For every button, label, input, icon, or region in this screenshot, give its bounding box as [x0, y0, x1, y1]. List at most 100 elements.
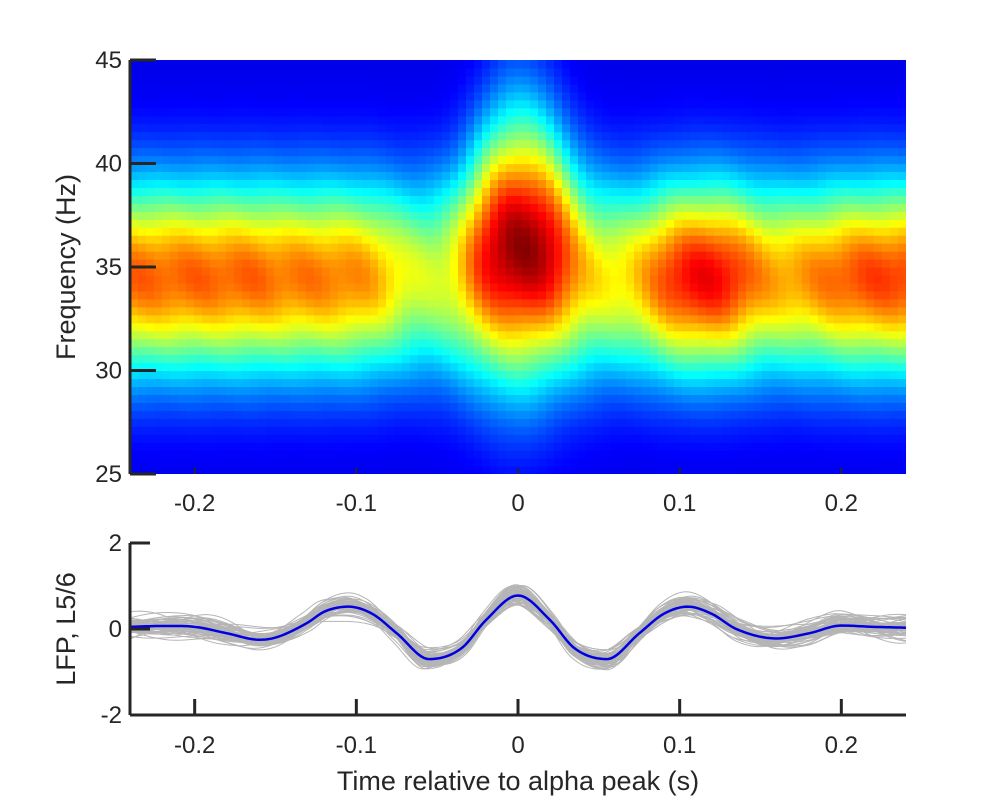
- heatmap-cell: [314, 386, 323, 395]
- heatmap-cell: [554, 330, 563, 340]
- heatmap-cell: [578, 163, 587, 173]
- heatmap-cell: [602, 203, 611, 212]
- heatmap-cell: [858, 67, 867, 77]
- heatmap-cell: [682, 386, 691, 395]
- heatmap-cell: [874, 362, 883, 372]
- heatmap-cell: [858, 187, 867, 196]
- heatmap-cell: [594, 346, 603, 356]
- heatmap-cell: [642, 147, 651, 157]
- heatmap-cell: [226, 434, 235, 443]
- heatmap-cell: [746, 274, 755, 284]
- heatmap-cell: [626, 123, 635, 133]
- heatmap-cell: [194, 171, 203, 181]
- heatmap-cell: [306, 418, 315, 427]
- heatmap-cell: [410, 99, 419, 109]
- heatmap-cell: [426, 362, 435, 372]
- heatmap-cell: [610, 91, 619, 101]
- heatmap-cell: [426, 378, 435, 388]
- heatmap-cell: [746, 330, 755, 340]
- heatmap-cell: [778, 338, 787, 348]
- heatmap-cell: [578, 155, 587, 165]
- heatmap-cell: [186, 99, 195, 109]
- heatmap-cell: [186, 211, 195, 220]
- heatmap-cell: [266, 67, 275, 77]
- heatmap-cell: [586, 434, 595, 443]
- heatmap-cell: [338, 330, 347, 340]
- heatmap-cell: [370, 99, 379, 109]
- heatmap-cell: [690, 60, 699, 69]
- heatmap-cell: [370, 155, 379, 165]
- heatmap-cell: [394, 123, 403, 133]
- heatmap-cell: [770, 370, 779, 380]
- heatmap-cell: [578, 203, 587, 212]
- heatmap-cell: [522, 219, 531, 228]
- heatmap-cell: [450, 450, 459, 459]
- heatmap-cell: [746, 298, 755, 308]
- heatmap-cell: [834, 91, 843, 101]
- heatmap-cell: [706, 131, 715, 141]
- heatmap-cell: [610, 115, 619, 125]
- heatmap-cell: [146, 243, 155, 252]
- heatmap-cell: [706, 322, 715, 332]
- heatmap-cell: [194, 338, 203, 348]
- heatmap-cell: [818, 163, 827, 173]
- heatmap-cell: [882, 91, 891, 101]
- heatmap-cell: [442, 99, 451, 109]
- heatmap-cell: [738, 179, 747, 188]
- heatmap-cell: [834, 227, 843, 236]
- heatmap-cell: [394, 83, 403, 93]
- heatmap-cell: [210, 346, 219, 356]
- heatmap-cell: [674, 378, 683, 388]
- heatmap-cell: [266, 259, 275, 268]
- heatmap-cell: [762, 139, 771, 149]
- heatmap-cell: [290, 203, 299, 212]
- heatmap-cell: [762, 418, 771, 427]
- heatmap-cell: [322, 330, 331, 340]
- heatmap-cell: [538, 362, 547, 372]
- heatmap-cell: [466, 418, 475, 427]
- heatmap-cell: [802, 155, 811, 165]
- heatmap-cell: [738, 290, 747, 300]
- heatmap-cell: [738, 442, 747, 451]
- heatmap-cell: [730, 227, 739, 236]
- heatmap-cell: [538, 338, 547, 348]
- heatmap-cell: [890, 99, 899, 109]
- heatmap-cell: [450, 147, 459, 157]
- heatmap-cell: [426, 155, 435, 165]
- heatmap-cell: [850, 442, 859, 451]
- heatmap-cell: [826, 83, 835, 93]
- heatmap-cell: [418, 163, 427, 173]
- heatmap-cell: [522, 314, 531, 324]
- heatmap-cell: [570, 402, 579, 411]
- heatmap-cell: [722, 75, 731, 85]
- heatmap-cell: [714, 243, 723, 252]
- heatmap-cell: [778, 131, 787, 141]
- heatmap-cell: [746, 314, 755, 324]
- heatmap-cell: [282, 155, 291, 165]
- heatmap-cell: [874, 91, 883, 101]
- heatmap-cell: [218, 410, 227, 419]
- heatmap-cell: [882, 338, 891, 348]
- heatmap-cell: [618, 91, 627, 101]
- heatmap-cell: [242, 155, 251, 165]
- heatmap-cell: [658, 123, 667, 133]
- heatmap-cell: [706, 346, 715, 356]
- heatmap-cell: [154, 187, 163, 196]
- heatmap-cell: [354, 83, 363, 93]
- heatmap-cell: [778, 298, 787, 308]
- heatmap-cell: [578, 450, 587, 459]
- heatmap-cell: [882, 378, 891, 388]
- heatmap-cell: [202, 426, 211, 435]
- heatmap-cell: [890, 290, 899, 300]
- heatmap-cell: [130, 203, 139, 212]
- heatmap-cell: [266, 203, 275, 212]
- heatmap-cell: [154, 346, 163, 356]
- heatmap-cell: [890, 354, 899, 364]
- heatmap-cell: [634, 163, 643, 173]
- heatmap-cell: [786, 306, 795, 316]
- heatmap-cell: [154, 458, 163, 467]
- heatmap-cell: [746, 163, 755, 173]
- heatmap-cell: [658, 75, 667, 85]
- heatmap-cell: [626, 378, 635, 388]
- heatmap-cell: [402, 195, 411, 204]
